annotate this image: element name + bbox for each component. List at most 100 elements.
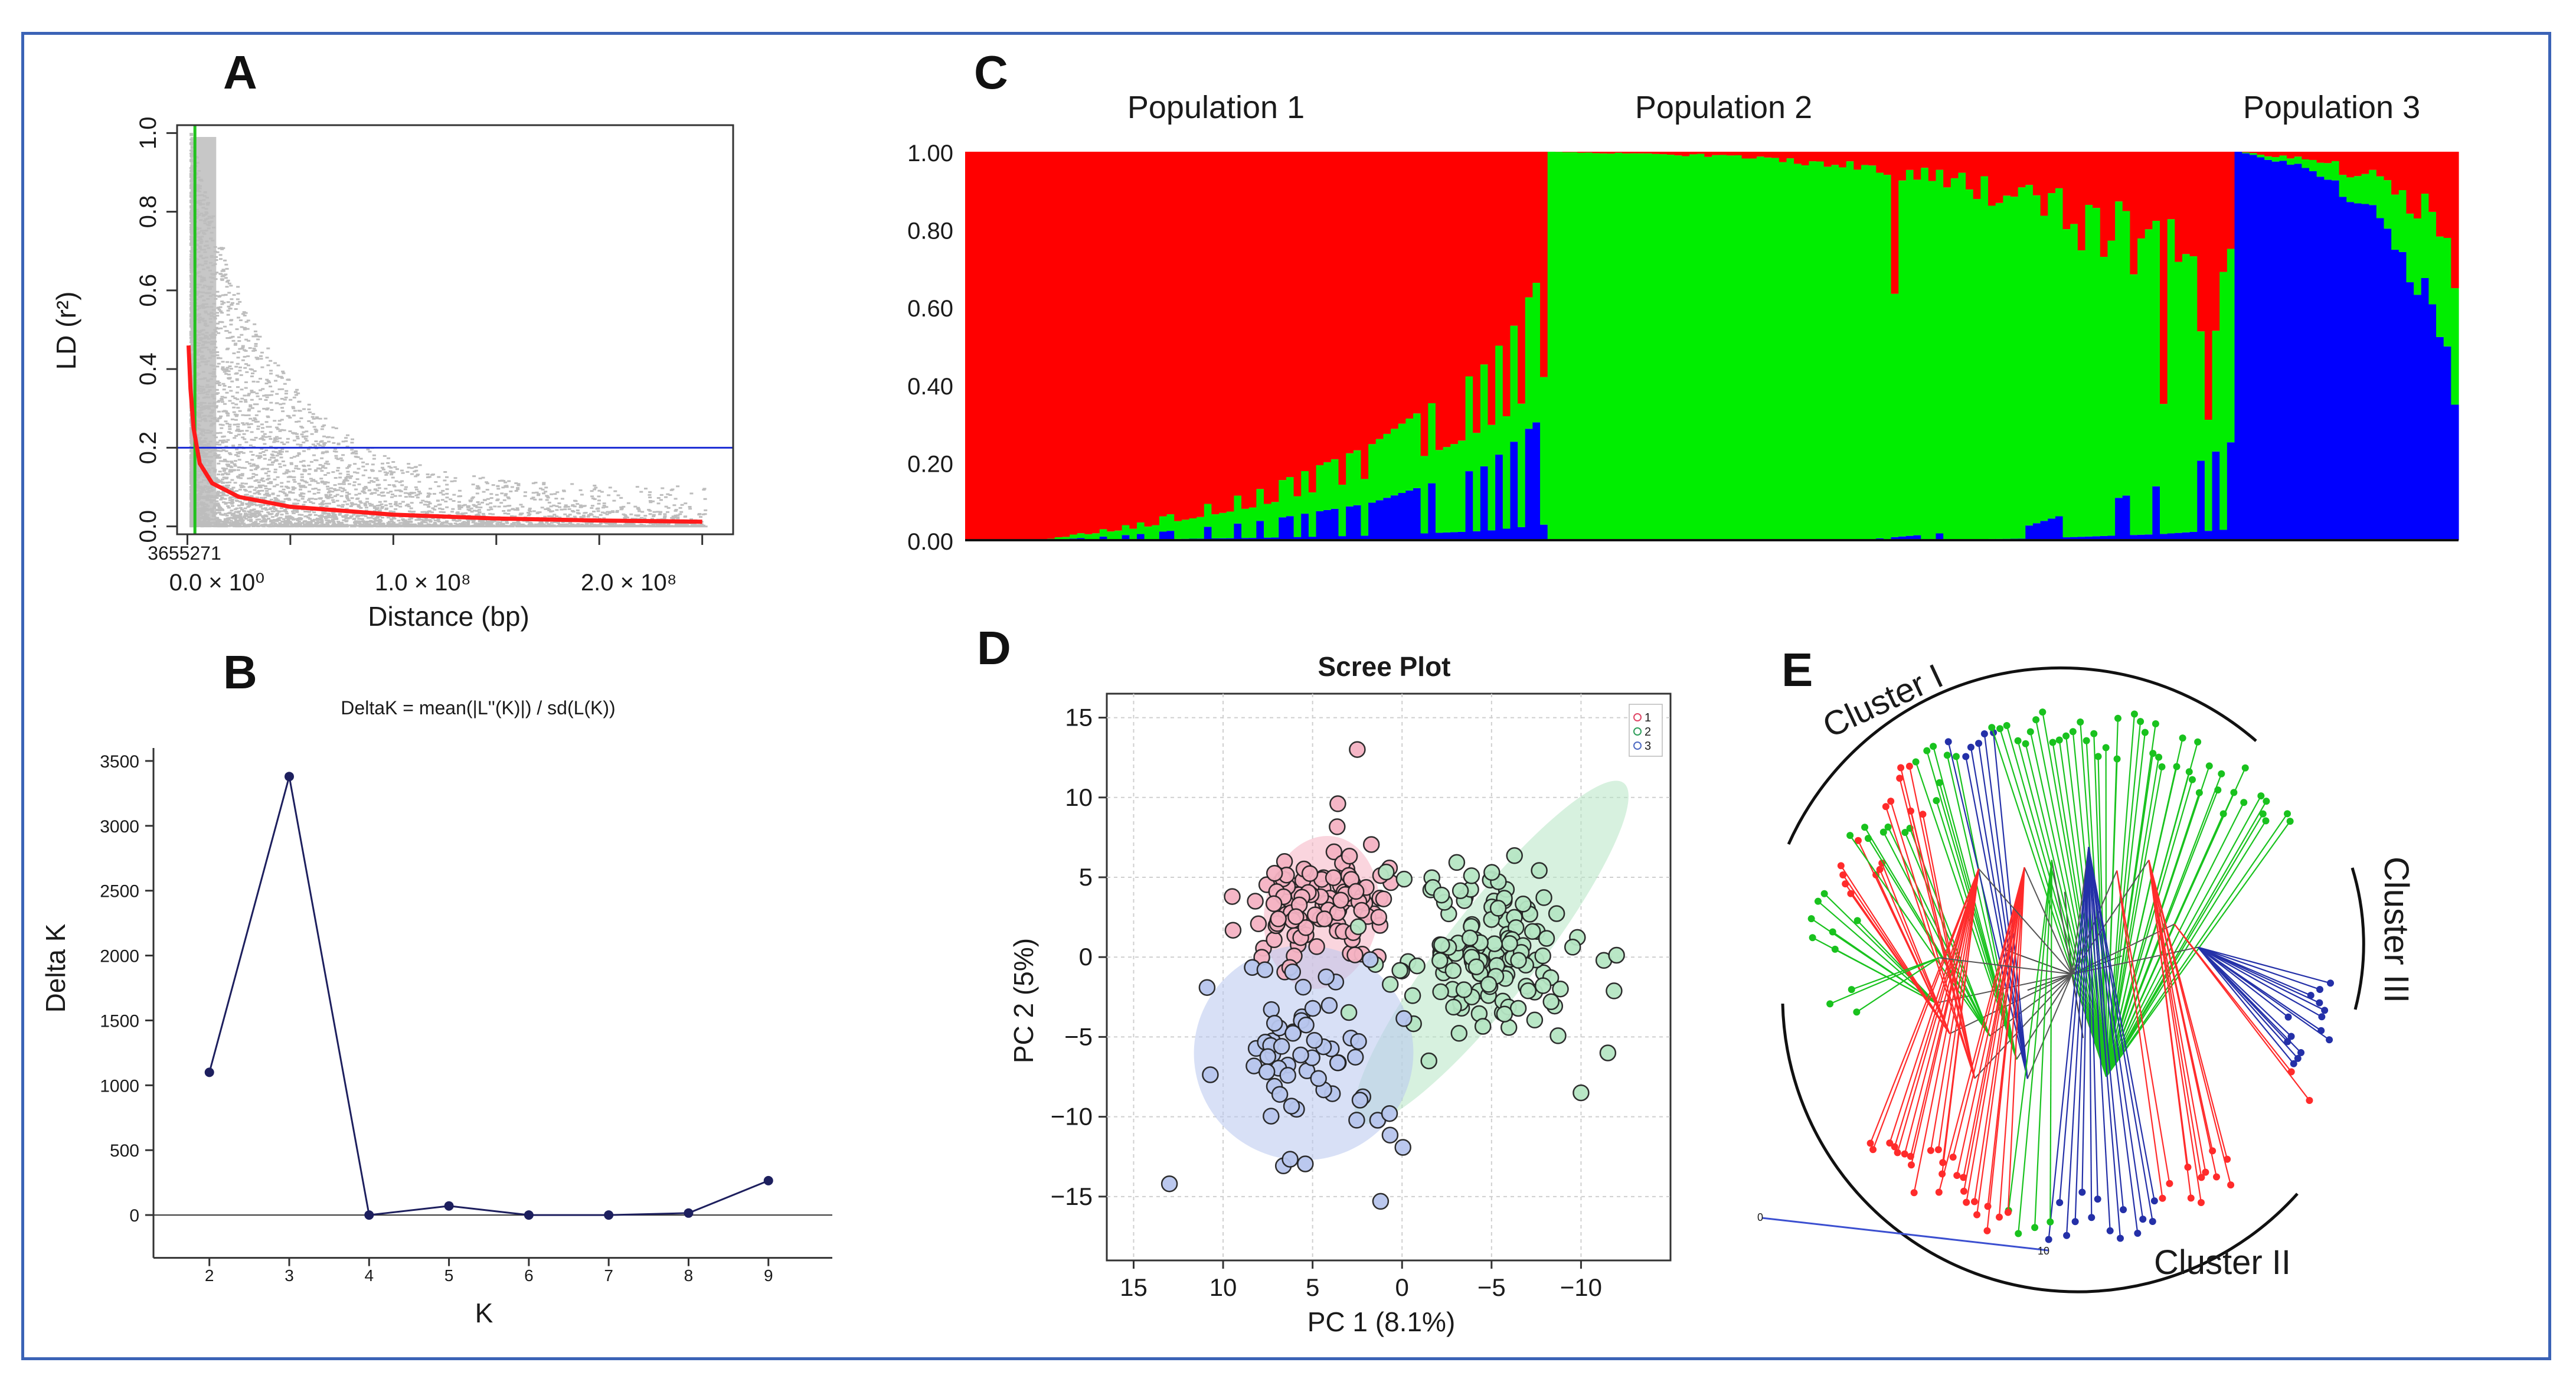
- structure-bar-red: [2182, 152, 2191, 254]
- dendrogram-leaf-red: [1869, 1146, 1877, 1154]
- structure-y-tick-label: 0.00: [907, 529, 953, 555]
- structure-bar-green: [2130, 274, 2138, 535]
- dendrogram-leaf-green: [1853, 917, 1861, 925]
- dendrogram-leaf-green: [2083, 737, 2090, 744]
- structure-bar-green: [2003, 195, 2011, 539]
- structure-bar-green: [2175, 262, 2183, 533]
- structure-bar-red: [1047, 152, 1055, 539]
- structure-bar-blue: [1532, 422, 1541, 540]
- structure-bar-red: [1122, 152, 1130, 525]
- dendrogram-branch-green: [2008, 860, 2052, 1211]
- structure-bar-green: [2309, 159, 2317, 172]
- dendrogram-leaf-blue: [1962, 753, 1970, 760]
- structure-bar-red: [2316, 152, 2325, 163]
- structure-bar-blue: [2443, 346, 2451, 540]
- dendrogram-internal-branch: [2027, 974, 2072, 991]
- dendrogram-leaf-blue: [2120, 1206, 2127, 1214]
- structure-bar-blue: [2398, 251, 2407, 540]
- dendrogram-leaf-green: [1853, 1008, 1861, 1016]
- deltak-x-tick-label: 4: [365, 1266, 374, 1285]
- structure-bar-red: [1614, 152, 1623, 153]
- dendrogram-leaf-green: [1820, 890, 1828, 897]
- structure-bar-green: [1488, 424, 1496, 531]
- structure-bar-blue: [1316, 511, 1324, 540]
- structure-bar-red: [1712, 152, 1720, 155]
- pca-point-group-2: [1395, 870, 1413, 888]
- pca-point-group-3: [1381, 1105, 1398, 1122]
- pca-point-group-2: [1381, 976, 1399, 993]
- pca-point-group-3: [1310, 1070, 1327, 1087]
- structure-bar-blue: [2324, 179, 2332, 540]
- structure-bar-green: [1846, 161, 1854, 540]
- structure-bar-blue: [2302, 168, 2310, 540]
- dendrogram-leaf-green: [2241, 764, 2249, 772]
- dendrogram-leaf-green: [1933, 797, 1940, 805]
- structure-bar-red: [1667, 152, 1675, 155]
- structure-bar-red: [2003, 152, 2011, 196]
- structure-bar-blue: [1465, 471, 1473, 540]
- structure-bar-red: [2287, 152, 2295, 159]
- dendrogram-leaf-green: [1809, 934, 1816, 942]
- structure-bar-blue: [2331, 180, 2340, 541]
- structure-bar-green: [2197, 331, 2205, 461]
- structure-bar-red: [1375, 152, 1384, 439]
- structure-bar-blue: [2152, 486, 2160, 540]
- structure-bar-green: [1928, 181, 1937, 540]
- structure-bar-red: [1323, 152, 1332, 462]
- structure-bar-green: [1495, 345, 1503, 455]
- pca-point-group-2: [1524, 923, 1541, 940]
- pca-point-group-2: [1552, 980, 1569, 998]
- structure-bar-red: [2384, 152, 2392, 181]
- dendrogram-branch-blue: [2065, 847, 2090, 1236]
- structure-bar-green: [1652, 153, 1660, 541]
- structure-bar-green: [2249, 153, 2258, 155]
- structure-bar-red: [1435, 152, 1444, 450]
- dendrogram-leaf-green: [2152, 720, 2159, 727]
- deltak-series-line: [208, 776, 769, 1216]
- structure-bar-red: [1764, 152, 1772, 158]
- structure-bar-red: [1248, 152, 1257, 508]
- structure-bar-green: [2353, 176, 2362, 204]
- pca-title: Scree Plot: [1318, 651, 1451, 682]
- dendrogram-leaf-green: [2230, 789, 2238, 796]
- dendrogram-leaf-green: [2185, 768, 2193, 776]
- structure-bar-red: [1831, 152, 1839, 165]
- structure-bar-green: [2227, 249, 2235, 443]
- structure-bar-green: [2032, 195, 2041, 524]
- structure-bar-red: [1241, 152, 1250, 509]
- dendrogram-branch-red: [2148, 860, 2232, 1185]
- dendrogram-leaf-green: [2055, 736, 2063, 744]
- structure-bar-green: [1152, 525, 1160, 540]
- pca-point-group-2: [1452, 882, 1469, 900]
- dendrogram-branch-blue: [2198, 946, 2330, 1041]
- pca-point-group-3: [1273, 1038, 1290, 1055]
- pca-point-group-1: [1247, 893, 1264, 910]
- dendrogram-branch-blue: [1977, 743, 2028, 1079]
- structure-bar-blue: [1286, 516, 1294, 540]
- structure-bar-green: [1144, 526, 1152, 540]
- structure-bar-green: [1092, 533, 1100, 540]
- pca-plot: 15 10 5 0 −5 −10 −15 −10 −5 0 5 10 15 1 23: [1051, 692, 1672, 1301]
- pca-point-group-2: [1501, 935, 1518, 952]
- pca-point-group-2: [1378, 863, 1395, 881]
- pca-point-group-2: [1519, 982, 1537, 999]
- pca-point-group-2: [1496, 1005, 1513, 1023]
- pca-y-tick-label: −5: [1064, 1023, 1093, 1050]
- ld-decay-curve: [187, 345, 702, 524]
- pca-point-group-3: [1297, 1016, 1315, 1034]
- structure-bar-green: [1607, 153, 1616, 540]
- structure-bar-red: [2115, 152, 2123, 202]
- pca-point-group-1: [1332, 891, 1349, 909]
- dendrogram-leaf-green: [2173, 763, 2181, 770]
- structure-bar-green: [2189, 256, 2198, 532]
- structure-bar-green: [1457, 440, 1466, 532]
- pca-point-group-2: [1486, 935, 1503, 952]
- dendrogram-leaf-green: [2090, 730, 2098, 737]
- structure-bar-red: [2451, 152, 2459, 289]
- pca-y-tick-label: 10: [1065, 783, 1093, 811]
- deltak-plot: 0 500 1000 1500 2000 2500 3000 3500 2 3 4 5 6 7 8 9: [100, 747, 832, 1285]
- structure-bar-green: [1756, 156, 1765, 540]
- structure-bar-green: [1741, 158, 1750, 541]
- structure-bar-blue: [2040, 521, 2048, 540]
- structure-bar-red: [1420, 152, 1428, 456]
